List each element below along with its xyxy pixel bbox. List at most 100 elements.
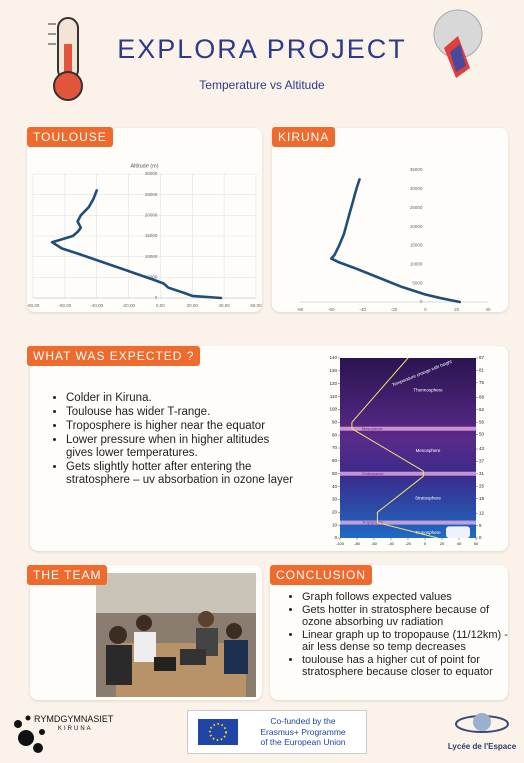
school-town: KIRUNA <box>58 726 93 732</box>
y-tick-label: 10000 <box>410 261 423 266</box>
x-tick-label: 0 <box>424 307 427 312</box>
eu-line: Erasmus+ Programme <box>260 726 346 737</box>
y2-tick-label: 25 <box>479 483 485 488</box>
y-tick-label: 120 <box>329 381 337 386</box>
subtitle: Temperature vs Altitude <box>199 78 325 92</box>
y2-tick-label: 31 <box>479 471 485 476</box>
y-tick-label: 90 <box>332 419 338 424</box>
x-tick-label: -40 <box>388 541 395 546</box>
y-tick-label: 15000 <box>145 233 158 238</box>
conclusion-card: Graph follows expected valuesGets hotter… <box>270 565 508 700</box>
y2-tick-label: 68 <box>479 394 485 399</box>
y2-tick-label: 87 <box>479 355 485 360</box>
bullet-item: Colder in Kiruna. <box>66 392 296 405</box>
x-tick-label: 20,00 <box>187 303 199 308</box>
bullet-item: Gets slightly hotter after entering the … <box>66 461 296 487</box>
y-tick-label: 110 <box>330 394 338 399</box>
y2-tick-label: 50 <box>479 432 485 437</box>
section-tag: TOULOUSE <box>27 127 113 147</box>
layer-label: Troposphere <box>415 530 441 535</box>
boundary-band <box>340 520 476 525</box>
y-tick-label: 20 <box>332 509 338 514</box>
section-tag: KIRUNA <box>272 127 336 147</box>
y-tick-label: 140 <box>329 355 337 360</box>
atmosphere-diagram: Tropopause Stratopause Mesopause Thermosphe… <box>329 355 485 546</box>
balloon-icon <box>433 9 483 78</box>
x-tick-label: -20 <box>405 541 412 546</box>
y-tick-label: 70 <box>332 445 338 450</box>
section-tag: THE TEAM <box>27 565 108 585</box>
x-tick-label: -80 <box>297 307 304 312</box>
layer-label: Thermosphere <box>413 387 443 392</box>
partner-logo <box>455 713 509 733</box>
x-tick-label: -60,00 <box>58 303 71 308</box>
y-tick-label: 50 <box>332 471 338 476</box>
y2-tick-label: 75 <box>479 380 485 385</box>
conclusion-list: Graph follows expected valuesGets hotter… <box>286 591 518 679</box>
toulouse-chart: Altitude (m) 0 5000 10000 15000 20000 25000 300… <box>27 163 263 308</box>
bullet-item: Troposphere is higher near the equator <box>66 420 296 433</box>
data-line <box>50 189 223 300</box>
x-tick-label: -100 <box>336 541 345 546</box>
y2-tick-label: 37 <box>479 459 485 464</box>
y-tick-label: 40 <box>332 484 338 489</box>
y-tick-label: 30 <box>332 497 338 502</box>
x-tick-label: 0,00 <box>156 303 165 308</box>
y-tick-label: 30000 <box>410 186 423 191</box>
partner-name: Lycée de l'Espace <box>447 742 517 751</box>
y-tick-label: 25000 <box>145 192 158 197</box>
y2-tick-label: 56 <box>479 419 485 424</box>
x-tick-label: -40 <box>359 307 366 312</box>
bullet-item: Lower pressure when in higher altitudes … <box>66 434 296 460</box>
title: EXPLORA PROJECT <box>117 34 407 64</box>
team-photo <box>96 573 256 697</box>
bullet-item: Toulouse has wider T-range. <box>66 406 296 419</box>
eu-text: Co-funded by the Erasmus+ Programme of the… <box>244 716 362 748</box>
x-tick-label: 0 <box>424 541 427 546</box>
x-tick-label: -60 <box>371 541 378 546</box>
bullet-item: Graph follows expected values <box>302 591 518 604</box>
y-tick-label: 5000 <box>147 275 158 280</box>
y-tick-label: 20000 <box>145 213 158 218</box>
thermometer-icon <box>48 17 83 101</box>
expected-list: Colder in Kiruna.Toulouse has wider T-ra… <box>50 392 296 488</box>
eu-box: Co-funded by the Erasmus+ Programme of the… <box>187 710 367 754</box>
layer-label: Mesosphere <box>416 448 441 453</box>
eu-line: Co-funded by the <box>270 716 336 726</box>
boundary-label: Tropopause <box>362 520 384 525</box>
kiruna-card: 0 5000 10000 15000 20000 25000 30000 35000 -80 -6… <box>272 128 508 312</box>
layer-label: Stratosphere <box>415 495 441 500</box>
y-tick-label: 15000 <box>410 243 423 248</box>
y-tick-label: 60 <box>332 458 338 463</box>
school-name: RYMDGYMNASIET <box>34 714 114 724</box>
chart-title: Altitude (m) <box>130 163 158 169</box>
team-card <box>30 565 262 700</box>
x-tick-label: -80 <box>354 541 361 546</box>
y-tick-label: 0 <box>334 535 337 540</box>
y-tick-label: 0 <box>420 299 423 304</box>
data-line <box>330 178 462 304</box>
school-logo <box>14 715 45 753</box>
toulouse-card: Altitude (m) 0 5000 10000 15000 20000 25000 300… <box>27 128 262 312</box>
boundary-label: Stratopause <box>362 471 384 476</box>
y2-tick-label: 43 <box>479 446 485 451</box>
y2-tick-label: 12 <box>479 510 485 515</box>
x-tick-label: 60 <box>474 541 479 546</box>
kiruna-chart: 0 5000 10000 15000 20000 25000 30000 35000 -80 -6… <box>297 167 491 312</box>
eu-flag <box>198 719 238 745</box>
y2-tick-label: 6 <box>479 523 482 528</box>
y2-tick-label: 19 <box>479 496 485 501</box>
y-tick-label: 0 <box>155 295 158 300</box>
boundary-band <box>340 426 476 431</box>
x-tick-label: 40 <box>485 307 491 312</box>
x-tick-label: 40,00 <box>219 303 231 308</box>
y-tick-label: 20000 <box>410 224 423 229</box>
expected-card: Colder in Kiruna.Toulouse has wider T-ra… <box>30 346 508 551</box>
data-line <box>351 357 439 539</box>
y-tick-label: 100 <box>329 407 337 412</box>
bullet-item: Gets hotter in stratosphere because of o… <box>302 604 518 629</box>
x-tick-label: 20 <box>440 541 445 546</box>
x-tick-label: -20 <box>391 307 398 312</box>
y-tick-label: 10000 <box>145 254 158 259</box>
